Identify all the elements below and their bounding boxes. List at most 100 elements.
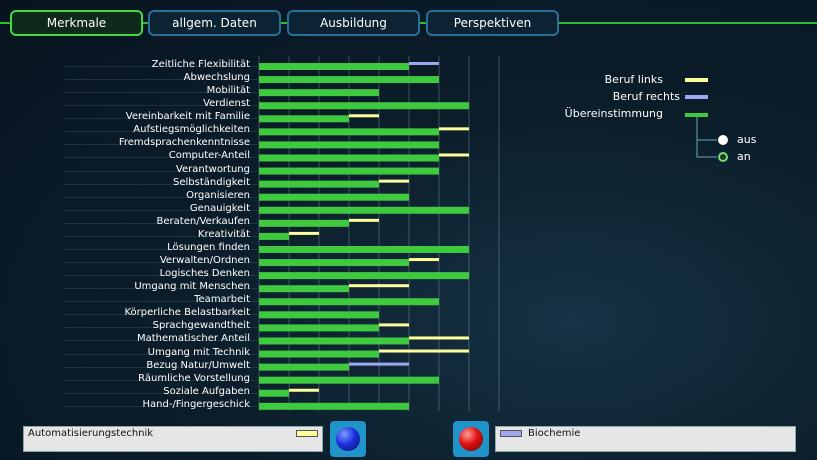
- match-bar: [259, 245, 469, 253]
- category-label: Abwechslung: [183, 72, 250, 84]
- legend-swatch-links: [685, 78, 708, 82]
- left-excess-bar: [289, 388, 319, 392]
- category-label: Computer-Anteil: [168, 150, 250, 162]
- legend-swatch-match: [685, 113, 708, 117]
- match-bar: [259, 298, 439, 306]
- match-bar: [259, 193, 409, 201]
- tab-perspektiven[interactable]: Perspektiven: [426, 10, 559, 36]
- label-leader: [64, 222, 258, 224]
- label-leader: [64, 66, 258, 67]
- match-bar: [259, 180, 379, 188]
- label-leader: [64, 105, 258, 107]
- red-ball-icon: [459, 427, 483, 451]
- label-leader: [64, 248, 258, 250]
- match-bar: [259, 376, 439, 384]
- label-leader: [64, 144, 258, 146]
- match-bar: [259, 141, 439, 149]
- legend-beruf-rechts: Beruf rechts: [612, 90, 680, 103]
- category-label: Verantwortung: [175, 163, 250, 175]
- label-leader: [64, 157, 258, 159]
- match-bar: [259, 350, 379, 358]
- category-label: Umgang mit Menschen: [134, 281, 250, 293]
- match-bar: [259, 128, 439, 136]
- label-leader: [64, 392, 258, 394]
- match-bar: [259, 337, 409, 345]
- match-bar: [259, 89, 379, 97]
- right-job-box: Biochemie: [495, 426, 796, 452]
- match-bar: [259, 167, 439, 175]
- right-job-swatch: [500, 430, 522, 437]
- tab-allgem-daten[interactable]: allgem. Daten: [148, 10, 281, 36]
- label-leader: [64, 366, 258, 368]
- label-leader: [64, 170, 258, 172]
- match-bar: [259, 63, 409, 70]
- radio-an[interactable]: [718, 152, 728, 162]
- match-bar: [259, 206, 469, 214]
- category-label: Verdienst: [203, 98, 250, 110]
- right-excess-bar: [409, 62, 439, 65]
- left-excess-bar: [439, 153, 469, 157]
- radio-label-an: an: [737, 150, 751, 163]
- category-label: Mathematischer Anteil: [136, 333, 250, 345]
- tab-label: Merkmale: [46, 16, 107, 30]
- label-leader: [64, 405, 258, 407]
- category-label: Verwalten/Ordnen: [159, 255, 250, 267]
- select-right-job-button[interactable]: [453, 421, 489, 457]
- left-excess-bar: [379, 323, 409, 327]
- radio-aus[interactable]: [718, 135, 728, 145]
- category-label: Vereinbarkeit mit Familie: [125, 111, 250, 123]
- category-label: Hand-/Fingergeschick: [142, 398, 251, 410]
- left-excess-bar: [349, 284, 409, 288]
- left-excess-bar: [349, 114, 379, 118]
- match-bar: [259, 76, 439, 84]
- select-left-job-button[interactable]: [330, 421, 366, 457]
- tab-merkmale[interactable]: Merkmale: [10, 10, 143, 36]
- match-bar: [259, 259, 409, 267]
- label-leader: [64, 314, 258, 316]
- tab-label: Ausbildung: [320, 16, 387, 30]
- radio-label-aus: aus: [737, 133, 757, 146]
- label-leader: [64, 131, 258, 133]
- right-job-name: Biochemie: [528, 428, 581, 439]
- category-label: Selbständigkeit: [173, 176, 250, 188]
- legend-beruf-links: Beruf links: [604, 73, 663, 86]
- category-label: Fremdsprachenkenntnisse: [118, 137, 250, 149]
- match-bar: [259, 219, 349, 227]
- category-label: Lösungen finden: [167, 241, 250, 253]
- label-leader: [64, 379, 258, 381]
- left-excess-bar: [409, 258, 439, 262]
- label-leader: [64, 327, 258, 329]
- match-bar: [259, 389, 289, 397]
- label-leader: [64, 79, 258, 81]
- left-job-name: Automatisierungstechnik: [28, 428, 154, 439]
- left-job-swatch: [296, 430, 318, 437]
- match-bar: [259, 324, 379, 332]
- label-leader: [64, 262, 258, 264]
- left-excess-bar: [379, 349, 469, 353]
- category-label: Räumliche Vorstellung: [138, 372, 250, 384]
- category-label: Zeitliche Flexibilität: [151, 59, 250, 70]
- match-bar: [259, 363, 349, 371]
- left-excess-bar: [409, 336, 469, 340]
- tab-ausbildung[interactable]: Ausbildung: [287, 10, 420, 36]
- label-leader: [64, 92, 258, 94]
- category-label: Bezug Natur/Umwelt: [146, 359, 250, 371]
- category-label: Körperliche Belastbarkeit: [124, 307, 250, 319]
- left-excess-bar: [349, 218, 379, 222]
- blue-ball-icon: [336, 427, 360, 451]
- label-leader: [64, 340, 258, 342]
- match-bar: [259, 285, 349, 293]
- category-label: Soziale Aufgaben: [163, 385, 250, 397]
- match-bar: [259, 115, 349, 123]
- label-leader: [64, 301, 258, 303]
- match-bar: [259, 232, 289, 240]
- label-leader: [64, 275, 258, 277]
- match-bar: [259, 272, 469, 280]
- category-label: Mobilität: [206, 85, 250, 97]
- category-label: Organisieren: [186, 189, 250, 201]
- match-bar: [259, 154, 439, 162]
- category-label: Teamarbeit: [194, 294, 250, 306]
- tab-label: allgem. Daten: [172, 16, 257, 30]
